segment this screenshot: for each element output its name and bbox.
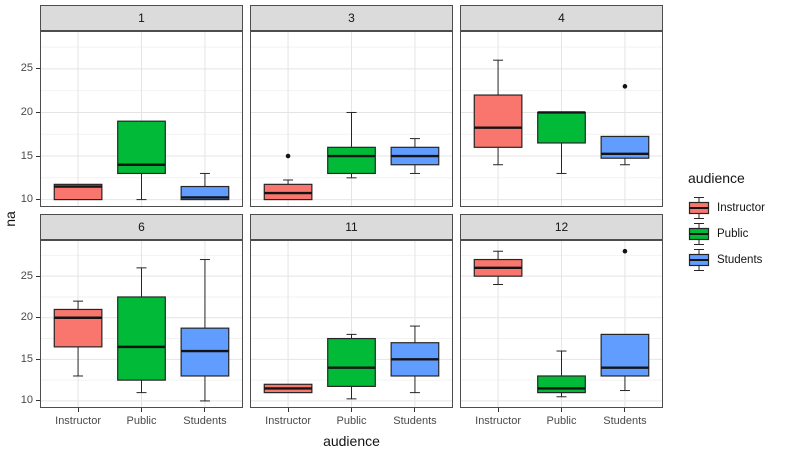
x-tick-label: Students: [603, 415, 647, 427]
boxplot-11-Public: [327, 333, 376, 400]
boxplot-3-Students: [390, 138, 440, 174]
boxplot-4-Students: [600, 84, 650, 166]
y-tick-label: 25: [20, 62, 33, 75]
boxplot-4-Instructor: [473, 59, 523, 166]
x-axis-tick: [204, 408, 206, 412]
x-axis-tick: [287, 408, 289, 412]
boxplot-key-icon: [688, 197, 710, 219]
x-axis-tick: [351, 408, 352, 412]
boxplot-1-Public: [117, 120, 166, 201]
x-axis-tick: [414, 408, 416, 412]
facet-panel: [40, 240, 243, 408]
boxplot-key-icon: [688, 249, 710, 271]
legend-entry: Instructor: [688, 195, 784, 221]
facet-panel: [460, 240, 663, 408]
legend-entry-label: Public: [717, 228, 749, 240]
y-tick-label: 25: [20, 269, 33, 282]
y-tick-label: 15: [20, 352, 33, 365]
x-tick-label: Students: [393, 415, 437, 427]
y-axis-tick: [36, 111, 40, 113]
facet-panel: [250, 31, 453, 207]
y-axis-title: na: [2, 211, 18, 227]
boxplot-3-Instructor: [263, 153, 313, 201]
facet-panel: [460, 31, 663, 207]
x-axis-tick: [561, 408, 562, 412]
x-axis-tick: [141, 408, 142, 412]
boxplot-6-Instructor: [53, 300, 103, 377]
boxplot-key-icon: [688, 223, 710, 245]
facet-strip-label: 11: [250, 214, 453, 240]
facet-3: 3: [250, 5, 453, 207]
x-tick-label: Public: [336, 415, 367, 427]
x-tick-label: Students: [183, 415, 227, 427]
y-axis-tick: [36, 400, 40, 402]
facet-strip-label: 6: [40, 214, 243, 240]
legend-entry: Public: [688, 221, 784, 247]
y-tick-label: 10: [20, 193, 33, 206]
y-tick-label: 10: [20, 394, 33, 407]
boxplot-1-Students: [180, 172, 230, 201]
legend-entry: Students: [688, 247, 784, 273]
boxplot-4-Public: [537, 111, 586, 174]
facet-4: 4: [460, 5, 663, 207]
y-axis-tick: [36, 317, 40, 319]
y-axis-tick: [36, 358, 40, 360]
x-tick-label: Instructor: [265, 415, 311, 427]
y-tick-label: 15: [20, 149, 33, 162]
x-axis-tick: [77, 408, 79, 412]
boxplot-1-Instructor: [53, 183, 103, 201]
legend-entry-label: Students: [717, 254, 763, 266]
y-axis-tick: [36, 155, 40, 157]
y-axis-tick: [36, 68, 40, 70]
y-axis-tick: [36, 275, 40, 277]
x-axis-tick: [497, 408, 499, 412]
boxplot-6-Public: [117, 267, 166, 394]
boxplot-3-Public: [327, 111, 376, 179]
boxplot-12-Public: [537, 350, 586, 398]
y-tick-label: 20: [20, 105, 33, 118]
facet-strip-label: 12: [460, 214, 663, 240]
y-tick-label: 20: [20, 311, 33, 324]
facet-strip-label: 1: [40, 5, 243, 31]
facet-panel: [250, 240, 453, 408]
legend-entry-label: Instructor: [717, 202, 765, 214]
boxplot-11-Students: [390, 325, 440, 394]
facet-1: 1: [40, 5, 243, 207]
legend-entries: Instructor Public Students: [688, 195, 784, 273]
x-tick-label: Public: [546, 415, 577, 427]
boxplot-12-Instructor: [473, 250, 523, 285]
boxplot-12-Students: [600, 248, 650, 392]
boxplot-6-Students: [180, 259, 230, 402]
facet-12: 12: [460, 214, 663, 408]
facet-strip-label: 3: [250, 5, 453, 31]
x-tick-label: Public: [126, 415, 157, 427]
x-tick-label: Instructor: [55, 415, 101, 427]
facet-panel: [40, 31, 243, 207]
y-axis-tick: [36, 199, 40, 201]
facet-11: 11: [250, 214, 453, 408]
x-tick-label: Instructor: [475, 415, 521, 427]
facet-strip-label: 4: [460, 5, 663, 31]
x-axis-title: audience: [323, 433, 380, 449]
boxplot-11-Instructor: [263, 383, 313, 394]
legend-title: audience: [688, 170, 745, 186]
legend: audience Instructor Public Students: [688, 170, 784, 273]
facet-6: 6: [40, 214, 243, 408]
x-axis-tick: [624, 408, 626, 412]
